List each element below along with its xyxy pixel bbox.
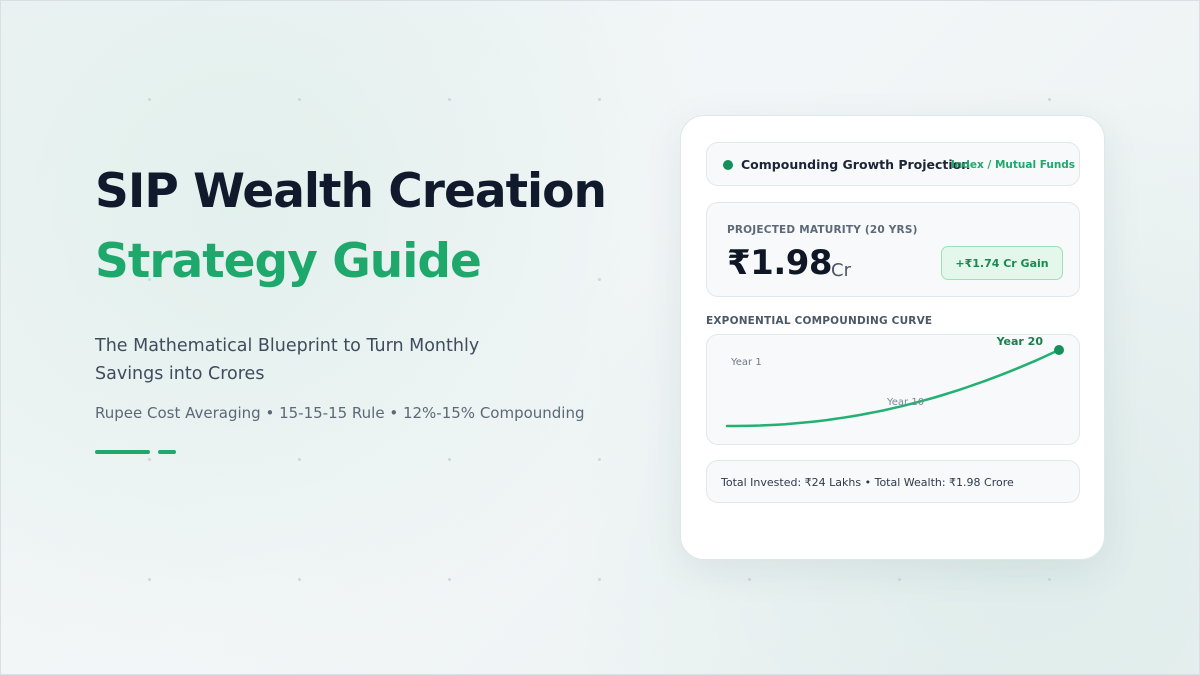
compounding-chart: Year 1 Year 10 Year 20 (706, 334, 1080, 445)
decor-dot (148, 98, 151, 101)
maturity-panel: PROJECTED MATURITY (20 YRS) ₹1.98 Cr +₹1… (706, 202, 1080, 297)
card-header-title: Compounding Growth Projection (741, 157, 971, 172)
maturity-value: ₹1.98 (727, 243, 833, 283)
gain-badge: +₹1.74 Cr Gain (941, 246, 1063, 280)
summary-panel: Total Invested: ₹24 Lakhs • Total Wealth… (706, 460, 1080, 503)
curve-svg: Year 1 Year 10 Year 20 (725, 335, 1064, 428)
decor-dot (148, 578, 151, 581)
decor-dot (298, 98, 301, 101)
decor-dot (298, 458, 301, 461)
decor-dot (898, 578, 901, 581)
page-title-line-1: SIP Wealth Creation (95, 164, 607, 219)
decor-dot (448, 98, 451, 101)
decor-dot (448, 458, 451, 461)
decor-dot (298, 578, 301, 581)
label-year-20: Year 20 (996, 335, 1044, 348)
label-year-1: Year 1 (730, 357, 762, 368)
page-title-line-2: Strategy Guide (95, 234, 482, 289)
maturity-unit: Cr (831, 260, 851, 281)
decor-dot (598, 458, 601, 461)
curve-endpoint-point (1054, 345, 1064, 355)
decor-dot (748, 578, 751, 581)
decor-dot (448, 578, 451, 581)
topic-tags: Rupee Cost Averaging • 15-15-15 Rule • 1… (95, 404, 585, 422)
card-header: Compounding Growth Projection Index / Mu… (706, 142, 1080, 186)
decor-dot (148, 278, 151, 281)
accent-bar-short (158, 450, 176, 454)
decor-dot (598, 278, 601, 281)
fund-type-tag: Index / Mutual Funds (951, 159, 1076, 171)
page-subtitle: The Mathematical Blueprint to Turn Month… (95, 336, 480, 384)
decor-dot (598, 578, 601, 581)
summary-text: Total Invested: ₹24 Lakhs • Total Wealth… (721, 476, 1014, 489)
decor-dot (598, 98, 601, 101)
label-year-10: Year 10 (886, 397, 924, 408)
accent-bar-long (95, 450, 150, 454)
growth-curve-line (725, 348, 1061, 428)
status-dot-icon (723, 160, 733, 170)
decor-dot (1048, 98, 1051, 101)
decor-dot (148, 458, 151, 461)
curve-label: EXPONENTIAL COMPOUNDING CURVE (706, 315, 933, 327)
decor-dot (1048, 578, 1051, 581)
maturity-label: PROJECTED MATURITY (20 YRS) (727, 224, 918, 236)
projection-card: Compounding Growth Projection Index / Mu… (680, 115, 1105, 560)
